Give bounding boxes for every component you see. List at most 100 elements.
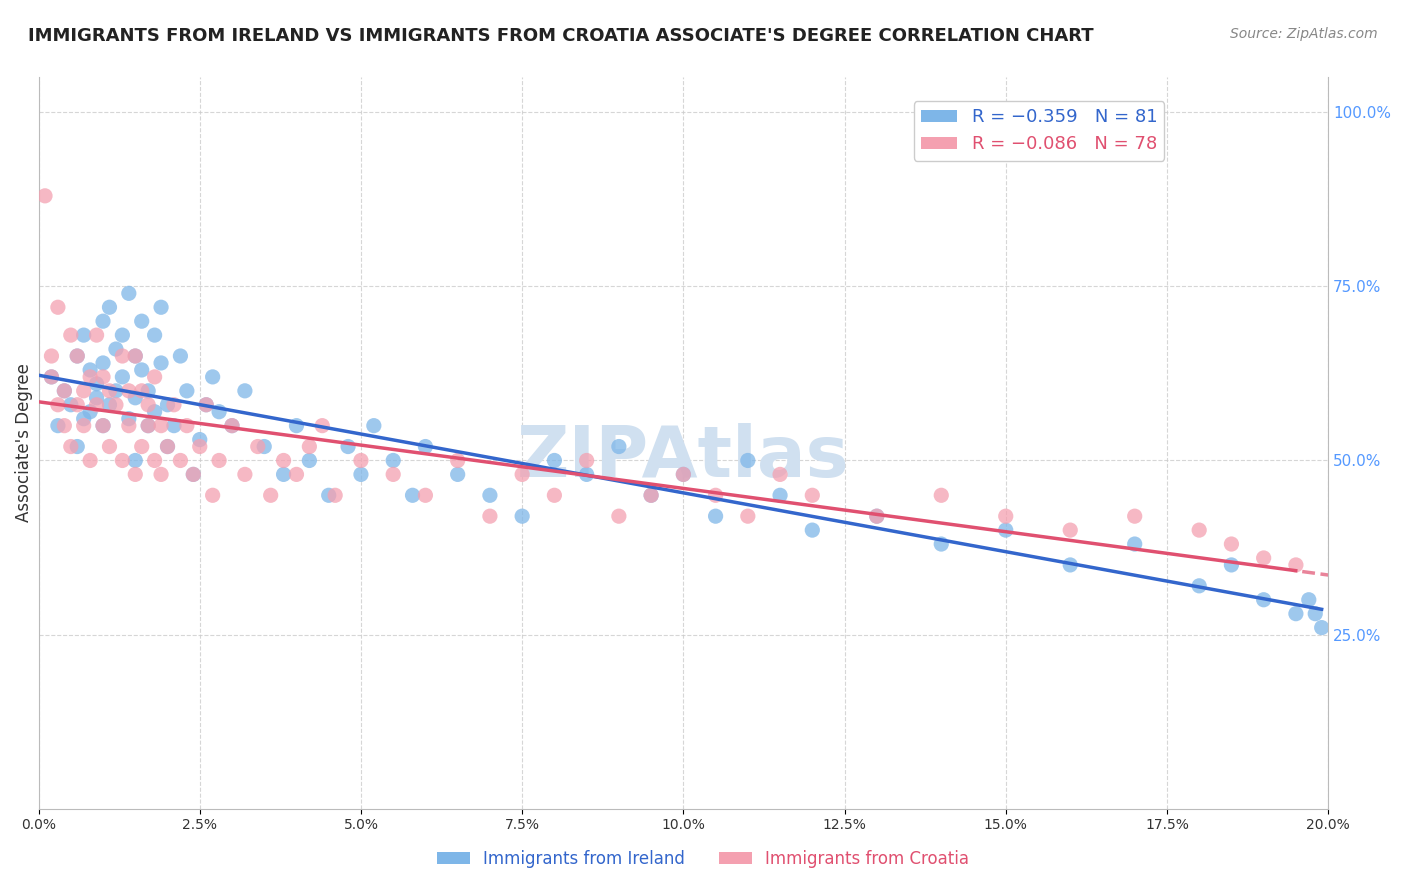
Point: [1188, 523, 1211, 537]
Point: [41, 349, 63, 363]
Point: [704, 488, 727, 502]
Point: [98, 398, 121, 412]
Point: [447, 467, 470, 482]
Point: [104, 342, 127, 356]
Point: [53, 384, 76, 398]
Point: [181, 467, 204, 482]
Point: [447, 453, 470, 467]
Point: [163, 398, 186, 412]
Point: [1285, 558, 1308, 572]
Point: [1059, 558, 1081, 572]
Point: [510, 467, 533, 482]
Point: [46, 398, 69, 412]
Point: [221, 418, 243, 433]
Point: [59, 440, 82, 454]
Point: [79, 453, 101, 467]
Point: [260, 488, 283, 502]
Point: [769, 467, 792, 482]
Point: [91, 314, 114, 328]
Point: [176, 418, 198, 433]
Point: [131, 384, 153, 398]
Point: [311, 418, 333, 433]
Point: [143, 328, 166, 343]
Point: [176, 384, 198, 398]
Point: [208, 405, 231, 419]
Point: [1188, 579, 1211, 593]
Point: [285, 467, 308, 482]
Point: [221, 418, 243, 433]
Point: [929, 537, 952, 551]
Point: [640, 488, 662, 502]
Point: [195, 398, 218, 412]
Point: [59, 328, 82, 343]
Point: [86, 391, 108, 405]
Point: [86, 398, 108, 412]
Point: [607, 509, 630, 524]
Point: [79, 405, 101, 419]
Text: ZIPAtlas: ZIPAtlas: [517, 423, 849, 492]
Point: [1123, 537, 1146, 551]
Point: [382, 467, 405, 482]
Point: [91, 356, 114, 370]
Point: [91, 418, 114, 433]
Point: [169, 453, 191, 467]
Point: [46, 418, 69, 433]
Point: [73, 328, 96, 343]
Point: [510, 509, 533, 524]
Point: [66, 440, 89, 454]
Point: [66, 398, 89, 412]
Point: [737, 453, 759, 467]
Point: [111, 349, 134, 363]
Point: [118, 384, 141, 398]
Point: [233, 467, 256, 482]
Point: [131, 440, 153, 454]
Point: [195, 398, 218, 412]
Point: [1220, 558, 1243, 572]
Point: [124, 349, 146, 363]
Point: [66, 349, 89, 363]
Point: [163, 418, 186, 433]
Point: [801, 523, 824, 537]
Point: [79, 363, 101, 377]
Point: [1123, 509, 1146, 524]
Point: [86, 376, 108, 391]
Point: [41, 370, 63, 384]
Point: [1253, 551, 1275, 566]
Point: [59, 398, 82, 412]
Point: [41, 370, 63, 384]
Point: [1298, 592, 1320, 607]
Point: [737, 509, 759, 524]
Point: [111, 453, 134, 467]
Point: [150, 467, 173, 482]
Point: [1253, 592, 1275, 607]
Point: [188, 433, 211, 447]
Point: [118, 411, 141, 425]
Point: [363, 418, 385, 433]
Point: [124, 453, 146, 467]
Point: [124, 391, 146, 405]
Point: [273, 453, 295, 467]
Point: [1059, 523, 1081, 537]
Point: [136, 398, 159, 412]
Point: [136, 418, 159, 433]
Point: [543, 453, 565, 467]
Point: [543, 488, 565, 502]
Point: [415, 488, 437, 502]
Point: [866, 509, 889, 524]
Point: [73, 411, 96, 425]
Point: [246, 440, 269, 454]
Point: [124, 467, 146, 482]
Point: [104, 398, 127, 412]
Point: [118, 418, 141, 433]
Point: [136, 418, 159, 433]
Point: [86, 328, 108, 343]
Point: [79, 370, 101, 384]
Point: [704, 509, 727, 524]
Point: [156, 398, 179, 412]
Point: [73, 384, 96, 398]
Point: [401, 488, 423, 502]
Point: [150, 418, 173, 433]
Point: [640, 488, 662, 502]
Legend: R = −0.359   N = 81, R = −0.086   N = 78: R = −0.359 N = 81, R = −0.086 N = 78: [914, 101, 1164, 161]
Point: [1303, 607, 1326, 621]
